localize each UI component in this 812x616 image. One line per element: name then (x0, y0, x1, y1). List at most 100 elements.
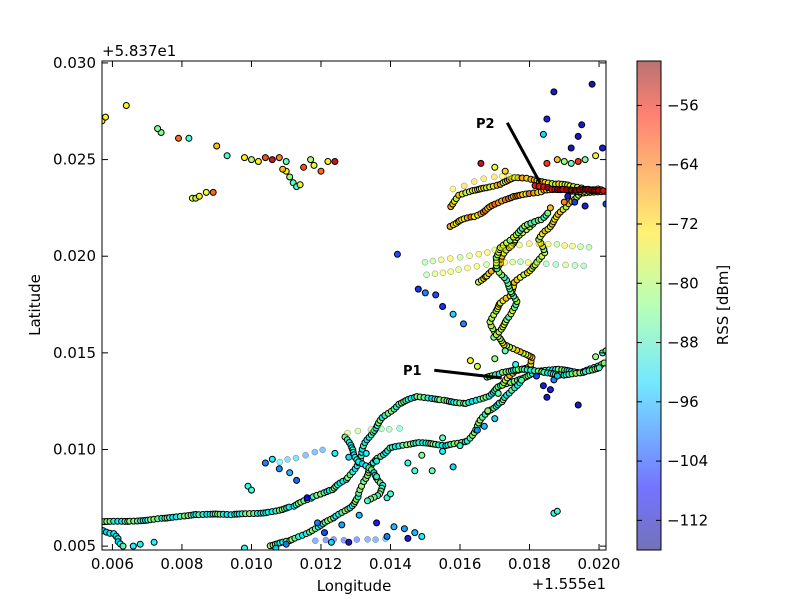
rss-point (317, 167, 325, 175)
y-axis: 0.005 0.010 0.015 0.020 0.025 0.030 (53, 54, 606, 555)
rss-point (261, 154, 269, 162)
faint-line-009-point (276, 458, 284, 466)
y-tick-label: 0.010 (53, 441, 96, 459)
faint-line-020-point (526, 240, 533, 247)
rss-point (480, 422, 488, 430)
southwest-track-point (600, 359, 606, 367)
faint-line-019-point (483, 261, 490, 268)
rss-point (501, 167, 509, 175)
rss-point (553, 507, 561, 515)
faint-line-019-point (542, 260, 550, 268)
rss-point (404, 459, 412, 467)
rss-point (300, 163, 308, 171)
faint-line-019-point (447, 268, 454, 275)
rss-point (581, 156, 589, 164)
rss-point (418, 533, 426, 540)
rss-point (268, 455, 276, 463)
colorbar-ticks: −56 −64 −72 −80 −88 −96 −104 −112 (637, 97, 708, 529)
y-axis-label: Latitude (26, 274, 44, 336)
rss-point (484, 407, 492, 415)
rss-point (383, 533, 391, 540)
faint-line-009-point (302, 452, 309, 459)
colorbar-tick-label: −80 (667, 274, 699, 292)
colorbar-tick-label: −104 (667, 452, 708, 470)
faint-line-024-point (460, 182, 468, 190)
faint-line-019-point (580, 262, 587, 270)
faint-line-020-point (466, 252, 473, 260)
rss-point (331, 449, 339, 457)
rss-point (491, 355, 499, 363)
rss-point (550, 88, 558, 96)
rss-point (387, 490, 394, 498)
rss-point (533, 372, 540, 380)
faint-line-024-point (498, 172, 506, 180)
rss-point (553, 372, 561, 380)
rss-point (248, 486, 255, 494)
faint-line-020-point (456, 254, 464, 261)
x-axis-label: Longitude (317, 577, 392, 595)
rss-point (373, 457, 381, 465)
faint-line-020-point (421, 258, 429, 266)
faint-line-024-point (512, 173, 519, 181)
faint-line-009-point (284, 456, 291, 463)
rss-point (185, 134, 193, 142)
rss-point (327, 538, 335, 546)
colorbar-tick-label: −88 (667, 334, 699, 352)
faint-line-019-point (492, 259, 500, 267)
rss-point (449, 310, 457, 318)
colorbar-tick-label: −112 (667, 511, 708, 529)
rss-point (543, 393, 551, 401)
faint-line-019-point (533, 259, 541, 267)
x-offset-label: +1.555e1 (532, 575, 606, 593)
rss-point (150, 538, 158, 546)
rss-point (539, 382, 547, 390)
colorbar-tick-label: −72 (667, 215, 699, 233)
rss-point (355, 511, 363, 519)
annotation-arrow (505, 122, 542, 184)
faint-line-024-point (506, 172, 513, 180)
annotation-label: P1 (403, 364, 422, 379)
rss-point (345, 538, 353, 546)
faint-line-019-point (431, 270, 439, 278)
annotation-arrow (434, 368, 502, 380)
y-tick-label: 0.015 (53, 344, 96, 362)
plot-frame (101, 60, 607, 551)
faint-line-009-point (311, 448, 319, 456)
rss-point (494, 389, 502, 397)
rss-point (553, 156, 561, 164)
rss-point (314, 519, 321, 527)
rss-point (592, 353, 600, 361)
faint-line-011-point (367, 426, 375, 433)
y-tick-label: 0.005 (53, 537, 96, 555)
rss-point (439, 434, 447, 442)
faint-line-019-point (517, 258, 524, 265)
rss-point (473, 362, 481, 370)
rss-point (268, 156, 276, 164)
rss-point (449, 463, 457, 471)
rss-point (241, 154, 248, 162)
rss-point (102, 113, 109, 121)
rss-point (248, 156, 255, 164)
rss-point (390, 523, 398, 531)
faint-line-019-point (509, 258, 516, 266)
rss-point (275, 465, 283, 473)
rss-point (411, 529, 419, 537)
loop-track-point (364, 497, 371, 505)
rss-point (404, 534, 412, 542)
rss-point (456, 442, 464, 450)
faint-line-019-point (552, 261, 560, 268)
faint-line-020-point (585, 243, 593, 251)
rss-point (373, 519, 381, 527)
faint-line-020-point (437, 256, 445, 264)
annotation-label: P2 (476, 117, 495, 132)
rss-point (213, 142, 221, 150)
rss-point (574, 401, 582, 409)
faint-line-011-point (396, 425, 403, 432)
colorbar-tick-label: −96 (667, 393, 699, 411)
x-tick-label: 0.006 (91, 555, 134, 573)
rss-point (154, 125, 162, 133)
faint-line-005-point (364, 536, 371, 543)
rss-point (588, 80, 596, 88)
x-tick-label: 0.008 (160, 555, 203, 573)
